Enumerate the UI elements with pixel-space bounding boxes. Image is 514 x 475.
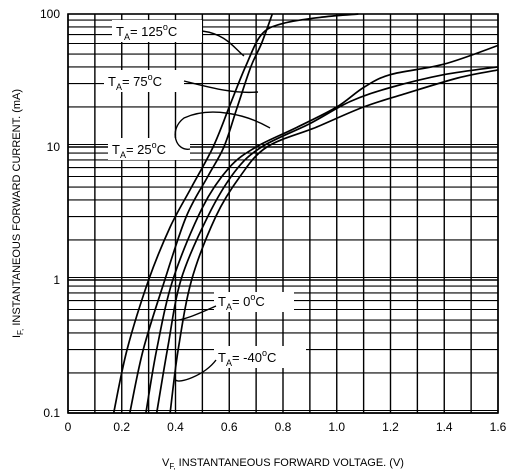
series-label: TA= 0oC xyxy=(218,292,265,312)
x-axis-title: VF, INSTANTANEOUS FORWARD VOLTAGE. (V) xyxy=(162,457,404,471)
series-label-arrow xyxy=(174,111,271,150)
y-tick-label: 100 xyxy=(40,7,60,21)
x-tick-label: 1.0 xyxy=(328,420,345,434)
series-curve xyxy=(145,44,499,414)
axis-titles: VF, INSTANTANEOUS FORWARD VOLTAGE. (V) IF… xyxy=(11,89,404,471)
plot-border xyxy=(67,13,499,414)
series-label: TA= 75oC xyxy=(108,72,162,92)
series-label: TA= -40oC xyxy=(218,348,276,368)
series-label-bg xyxy=(112,20,202,42)
x-tick-label: 0 xyxy=(65,420,72,434)
series-label-bg xyxy=(214,346,306,368)
x-tick-label: 1.6 xyxy=(490,420,507,434)
x-tick-label: 0.6 xyxy=(221,420,238,434)
series-label-bg xyxy=(104,70,184,92)
series-curve xyxy=(155,66,499,414)
series-curve xyxy=(169,69,499,414)
x-tick-label: 1.2 xyxy=(382,420,399,434)
series-label-arrow xyxy=(201,30,245,57)
y-tick-label: 1 xyxy=(53,273,60,287)
y-axis-title: IF, INSTANTANEOUS FORWARD CURRENT. (mA) xyxy=(11,89,25,338)
series-label: TA= 25oC xyxy=(112,140,166,160)
x-tick-label: 0.2 xyxy=(113,420,130,434)
series-label: TA= 125oC xyxy=(116,22,177,42)
x-tick-label: 0.4 xyxy=(167,420,184,434)
y-tick-label: 10 xyxy=(47,140,61,154)
series-label-bg xyxy=(214,292,294,312)
label-callouts: TA= 125oC TA= 75oC TA= 25oC TA= 0oC TA= -40o… xyxy=(104,20,306,382)
series-curve xyxy=(128,13,274,414)
series-label-arrow xyxy=(171,305,217,321)
x-tick-label: 0.8 xyxy=(275,420,292,434)
series-label-bg xyxy=(108,138,190,160)
series-label-arrow xyxy=(183,80,259,94)
series-label-arrow xyxy=(175,359,217,382)
plot-frame xyxy=(67,13,499,414)
tick-labels: 0 0.2 0.4 0.6 0.8 1.0 1.2 1.4 1.6 0.1 1 10 100 xyxy=(40,7,507,434)
x-tick-label: 1.4 xyxy=(436,420,453,434)
series-curves xyxy=(112,13,499,414)
y-tick-label: 0.1 xyxy=(43,406,60,420)
series-curve xyxy=(112,13,359,414)
